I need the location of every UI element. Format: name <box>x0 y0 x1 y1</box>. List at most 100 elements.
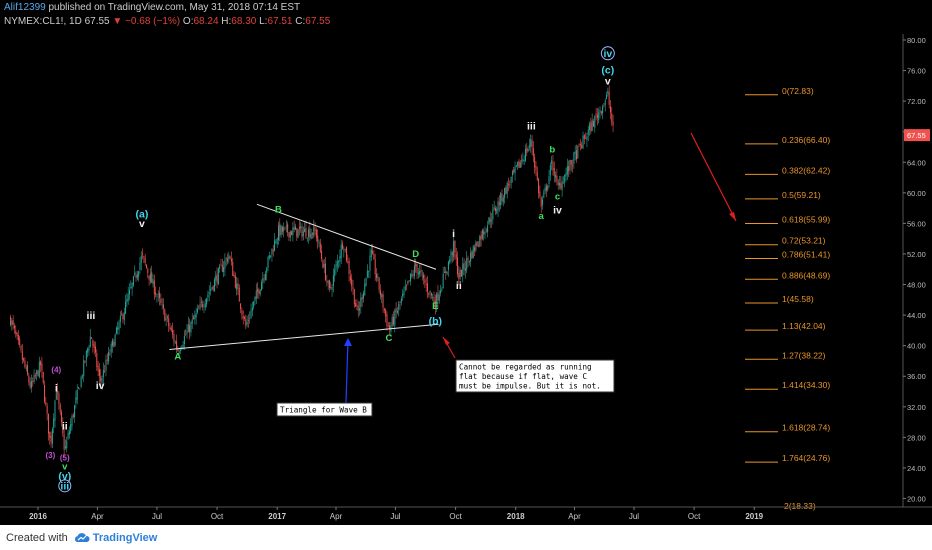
fib-level-label: 1.414(34.30) <box>782 380 830 390</box>
candle-body <box>556 175 558 182</box>
candle-body <box>557 181 559 186</box>
x-tick-label: Oct <box>211 512 224 521</box>
wave-label: (v) <box>58 470 71 482</box>
candle-body <box>264 273 266 281</box>
fib-level-label: 1.618(28.74) <box>782 423 830 433</box>
candle-body <box>196 308 198 313</box>
candle-body <box>379 290 381 296</box>
y-tick-label: 80.00 <box>907 36 926 45</box>
price-change: −0.68 (−1%) <box>125 16 181 27</box>
candle-body <box>198 308 200 310</box>
candle-body <box>140 255 142 264</box>
candle-body <box>561 181 563 191</box>
created-with-text: Created with <box>6 531 68 544</box>
candle-body <box>47 413 49 434</box>
candle-body <box>57 390 59 393</box>
candle-body <box>505 187 507 195</box>
low-label: L: <box>259 16 268 27</box>
candle-body <box>555 175 557 178</box>
y-tick-label: 76.00 <box>907 67 926 76</box>
candle-body <box>62 422 64 434</box>
y-tick-label: 52.00 <box>907 250 926 259</box>
candle-body <box>339 256 341 262</box>
candle-body <box>230 259 232 262</box>
candle-body <box>152 279 154 285</box>
fibonacci-levels: 0(72.83) 0.236(66.40) 0.382(62.42) 0.5(59.2… <box>745 86 830 511</box>
candle-body <box>386 314 388 327</box>
candle-body <box>511 171 513 176</box>
tradingview-brand[interactable]: TradingView <box>92 531 158 544</box>
candle-body <box>36 370 38 375</box>
candle-body <box>97 365 99 372</box>
candle-body <box>108 352 110 362</box>
candle-body <box>406 284 408 286</box>
candle-body <box>71 415 73 427</box>
candle-body <box>212 285 214 290</box>
wave-label: (a) <box>135 208 148 220</box>
candle-body <box>83 360 85 377</box>
price-chart[interactable]: 0(72.83) 0.236(66.40) 0.382(62.42) 0.5(59.2… <box>0 0 932 525</box>
candle-body <box>187 324 189 332</box>
y-tick-label: 36.00 <box>907 372 926 381</box>
candle-body <box>517 161 519 167</box>
candle-body <box>13 325 15 329</box>
candle-body <box>232 261 234 276</box>
candle-body <box>227 258 229 262</box>
candle-body <box>336 261 338 267</box>
candle-body <box>119 315 121 322</box>
candle-body <box>586 136 588 141</box>
candle-body <box>98 369 100 377</box>
candle-body <box>66 440 68 449</box>
candle-body <box>115 327 117 334</box>
candle-body <box>352 286 354 290</box>
candle-body <box>583 135 585 139</box>
candle-body <box>425 284 427 285</box>
author-link[interactable]: Alif12399 <box>4 2 46 13</box>
candle-body <box>463 263 465 270</box>
candle-body <box>289 231 291 238</box>
candle-body <box>331 287 333 290</box>
wave-label: (c) <box>601 65 614 77</box>
candle-body <box>40 361 42 366</box>
candle-body <box>34 375 36 377</box>
candle-body <box>607 90 609 94</box>
candle-body <box>570 160 572 165</box>
candle-body <box>357 305 359 312</box>
candle-body <box>579 144 581 145</box>
candle-body <box>20 345 22 351</box>
x-tick-label: 2019 <box>745 512 763 521</box>
open-label: O: <box>182 16 194 27</box>
symbol-label[interactable]: NYMEX:CL1!, 1D <box>4 16 82 27</box>
candle-body <box>191 319 193 324</box>
candle-body <box>223 267 225 273</box>
candle-body <box>438 294 440 301</box>
candle-body <box>45 402 47 405</box>
candle-body <box>564 175 566 183</box>
candle-body <box>28 375 30 383</box>
candle-body <box>228 255 230 260</box>
candle-body <box>365 277 367 286</box>
fib-level-label: 0.5(59.21) <box>782 190 821 200</box>
candle-body <box>322 260 324 269</box>
candle-body <box>260 282 262 291</box>
candle-body <box>240 303 242 310</box>
candle-body <box>132 276 134 286</box>
candle-body <box>93 344 95 349</box>
candle-body <box>325 263 327 281</box>
wave-label: iv <box>96 380 105 392</box>
candle-body <box>552 162 554 171</box>
candle-body <box>560 183 562 189</box>
candle-body <box>474 247 476 251</box>
candle-body <box>300 226 302 229</box>
candle-body <box>525 149 527 161</box>
candle-body <box>190 322 192 333</box>
candle-body <box>370 249 372 258</box>
y-tick-label: 64.00 <box>907 158 926 167</box>
candle-body <box>522 158 524 162</box>
candle-body <box>436 293 438 310</box>
candle-body <box>572 164 574 166</box>
candle-body <box>297 229 299 238</box>
y-tick-label: 56.00 <box>907 219 926 228</box>
candle-body <box>578 143 580 145</box>
forecast-arrowhead <box>729 212 736 221</box>
